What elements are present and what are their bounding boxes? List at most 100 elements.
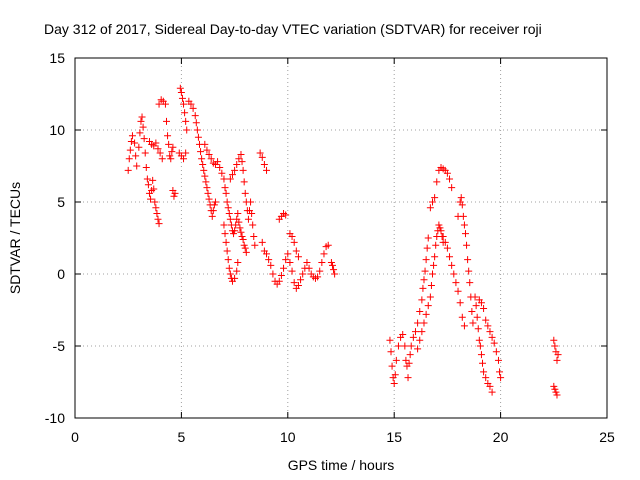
data-point — [135, 143, 143, 151]
data-point — [482, 316, 490, 324]
data-point — [249, 221, 257, 229]
data-point — [554, 351, 562, 359]
data-point — [399, 330, 407, 338]
data-point — [292, 247, 300, 255]
data-point — [187, 100, 195, 108]
data-point — [222, 189, 230, 197]
data-point — [154, 145, 162, 153]
data-point — [420, 319, 428, 327]
data-point — [429, 198, 437, 206]
data-point — [474, 325, 482, 333]
data-point — [284, 250, 292, 258]
data-point — [269, 270, 277, 278]
data-point — [155, 220, 163, 228]
data-point — [204, 189, 212, 197]
data-point — [456, 299, 464, 307]
x-tick-label: 20 — [493, 429, 509, 445]
data-point — [466, 279, 474, 287]
data-point — [203, 184, 211, 192]
data-point — [152, 139, 160, 147]
data-point — [459, 212, 467, 220]
data-point — [240, 178, 248, 186]
data-point — [237, 150, 245, 158]
y-tick-label: 0 — [57, 266, 65, 282]
data-point — [550, 382, 558, 390]
data-point — [178, 94, 186, 102]
data-point — [182, 149, 190, 157]
y-tick-label: 5 — [57, 194, 65, 210]
data-point — [424, 234, 432, 242]
data-point — [437, 227, 445, 235]
data-point — [240, 241, 248, 249]
data-point — [153, 210, 161, 218]
data-point — [458, 201, 466, 209]
data-point — [457, 194, 465, 202]
data-point — [465, 267, 473, 275]
data-point — [218, 169, 226, 177]
data-point — [194, 133, 202, 141]
data-point — [232, 221, 240, 229]
data-point — [258, 238, 266, 246]
data-point — [192, 119, 200, 127]
data-point — [165, 140, 173, 148]
data-point — [221, 230, 229, 238]
data-point — [198, 155, 206, 163]
data-point — [158, 155, 166, 163]
data-point — [553, 356, 561, 364]
data-point — [488, 333, 496, 341]
data-point — [422, 310, 430, 318]
data-point — [390, 379, 398, 387]
x-tick-labels: 0 5 10 15 20 25 — [71, 429, 615, 445]
data-point — [220, 221, 228, 229]
data-point — [431, 253, 439, 261]
data-point — [263, 166, 271, 174]
data-point — [126, 146, 134, 154]
data-point — [169, 143, 177, 151]
data-point — [238, 158, 246, 166]
data-point — [263, 250, 271, 258]
data-point — [238, 233, 246, 241]
data-point — [247, 198, 255, 206]
data-point — [216, 163, 224, 171]
data-point — [479, 359, 487, 367]
data-point — [486, 328, 494, 336]
data-point — [294, 253, 302, 261]
data-point — [280, 264, 288, 272]
y-tick-label: -5 — [53, 338, 66, 354]
data-point — [294, 282, 302, 290]
data-point — [401, 342, 409, 350]
data-point — [151, 198, 159, 206]
data-point — [136, 129, 144, 137]
data-point — [282, 211, 290, 219]
data-point — [469, 319, 477, 327]
data-point — [439, 233, 447, 241]
data-point — [464, 256, 472, 264]
data-point — [446, 175, 454, 183]
data-point — [482, 374, 490, 382]
data-point — [419, 284, 427, 292]
data-point — [141, 149, 149, 157]
data-point — [224, 204, 232, 212]
data-point — [183, 126, 191, 134]
data-point — [423, 244, 431, 252]
data-point — [202, 178, 210, 186]
data-point — [234, 258, 242, 266]
data-point — [314, 273, 322, 281]
data-point — [138, 113, 146, 121]
data-point — [477, 351, 485, 359]
data-point — [432, 241, 440, 249]
data-point — [231, 227, 239, 235]
data-point — [392, 356, 400, 364]
data-point — [446, 253, 454, 261]
data-point — [233, 267, 241, 275]
data-point — [286, 258, 294, 266]
data-point — [231, 166, 239, 174]
data-point — [208, 212, 216, 220]
data-point — [305, 264, 313, 272]
data-point — [318, 258, 326, 266]
data-point — [230, 230, 238, 238]
data-point — [441, 238, 449, 246]
data-point — [404, 374, 412, 382]
data-point — [154, 215, 162, 223]
data-point — [197, 148, 205, 156]
